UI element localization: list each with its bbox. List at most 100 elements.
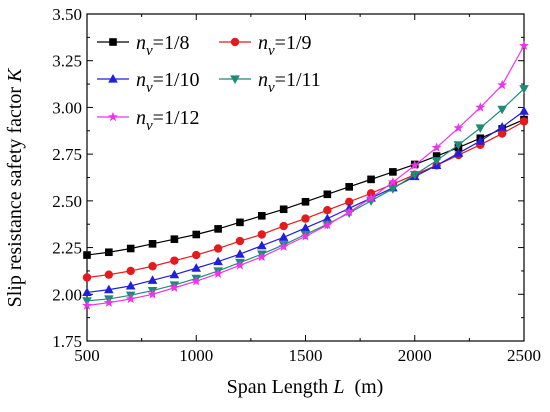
data-point [257, 230, 266, 239]
y-axis-title: Slip resistance safety factor K [4, 67, 26, 307]
data-point [82, 300, 92, 310]
x-tick-label: 2000 [398, 346, 432, 365]
y-tick-label: 3.00 [52, 98, 82, 117]
data-point [475, 136, 486, 145]
legend-item-5: nv=1/12 [97, 107, 200, 134]
data-point [213, 256, 223, 266]
data-point [126, 266, 135, 276]
x-tick-label: 1500 [289, 346, 323, 365]
data-point [147, 289, 158, 299]
data-point [169, 282, 180, 292]
data-point [103, 297, 114, 307]
legend-label: nv=1/11 [258, 69, 321, 96]
data-point [213, 268, 224, 278]
data-point [453, 141, 464, 150]
legend-label: nv=1/8 [136, 32, 190, 59]
legend-marker [108, 111, 118, 122]
data-point [300, 222, 311, 232]
data-point [301, 214, 310, 223]
data-point [475, 102, 486, 112]
y-tick-label: 2.75 [52, 145, 82, 164]
data-point [389, 168, 397, 176]
data-point [300, 231, 311, 241]
data-point [497, 105, 507, 115]
data-point [125, 280, 136, 290]
data-point [170, 256, 179, 265]
legend-marker [109, 38, 117, 46]
data-point [344, 206, 355, 217]
y-tick-label: 3.25 [52, 52, 82, 71]
data-point [279, 205, 288, 214]
y-tick-label: 2.00 [52, 285, 82, 304]
series-5 [82, 40, 529, 310]
data-point [519, 85, 529, 94]
data-point [169, 269, 180, 279]
data-point [322, 213, 333, 223]
data-point [170, 235, 179, 243]
data-point [301, 197, 310, 206]
data-point [236, 218, 244, 227]
data-point [497, 129, 507, 138]
data-point [475, 124, 486, 133]
legend-item-4: nv=1/11 [219, 69, 321, 96]
data-point [345, 197, 354, 206]
data-point [366, 192, 376, 203]
legend-marker [230, 37, 240, 47]
legend-marker [230, 75, 240, 84]
data-point [214, 225, 222, 233]
plot-axes: 500 1000 1500 2000 2500 1.75 2.00 2.25 2.50 2.75 3… [52, 5, 541, 365]
data-point [192, 230, 201, 239]
data-point [235, 236, 245, 246]
y-tick-label: 3.50 [52, 5, 82, 24]
data-point [497, 79, 508, 90]
data-point [431, 157, 442, 166]
data-point [126, 244, 135, 253]
data-point [191, 276, 202, 286]
data-point [213, 244, 223, 253]
data-point [367, 175, 375, 184]
x-tick-label: 1000 [179, 346, 213, 365]
plot-series [82, 40, 529, 310]
data-point [104, 270, 114, 279]
data-point [83, 251, 91, 259]
legend-label: nv=1/12 [136, 107, 200, 134]
data-point [82, 273, 92, 282]
legend-label: nv=1/10 [136, 69, 200, 96]
data-point [104, 284, 114, 294]
data-point [147, 275, 158, 284]
data-point [125, 293, 136, 304]
legend-item-3: nv=1/10 [97, 69, 200, 96]
x-tick-label: 2500 [507, 346, 541, 365]
data-point [256, 251, 267, 262]
data-point [82, 287, 92, 297]
x-tick-label: 500 [74, 346, 100, 365]
legend: nv=1/8 nv=1/9 nv=1/10 nv=1/11 nv=1/12 [97, 32, 321, 134]
data-point [323, 206, 332, 215]
data-point [148, 240, 157, 248]
data-point [278, 241, 289, 251]
data-point [519, 117, 529, 126]
data-point [409, 160, 420, 170]
data-point [453, 122, 464, 133]
data-point [279, 221, 288, 231]
y-tick-label: 2.25 [52, 239, 82, 258]
data-point [322, 219, 333, 230]
legend-marker [108, 74, 118, 83]
data-point [519, 40, 529, 50]
data-point [105, 248, 113, 257]
data-point [148, 262, 157, 271]
y-tick-label: 2.50 [52, 192, 82, 211]
data-point [235, 249, 245, 258]
data-point [387, 176, 398, 187]
data-point [453, 148, 464, 157]
data-point [431, 142, 442, 152]
data-point [409, 171, 420, 180]
data-point [345, 183, 353, 191]
data-point [235, 260, 245, 270]
data-point [258, 212, 266, 220]
legend-label: nv=1/9 [258, 32, 312, 59]
data-point [497, 122, 507, 131]
data-point [432, 152, 441, 160]
data-point [257, 240, 267, 250]
